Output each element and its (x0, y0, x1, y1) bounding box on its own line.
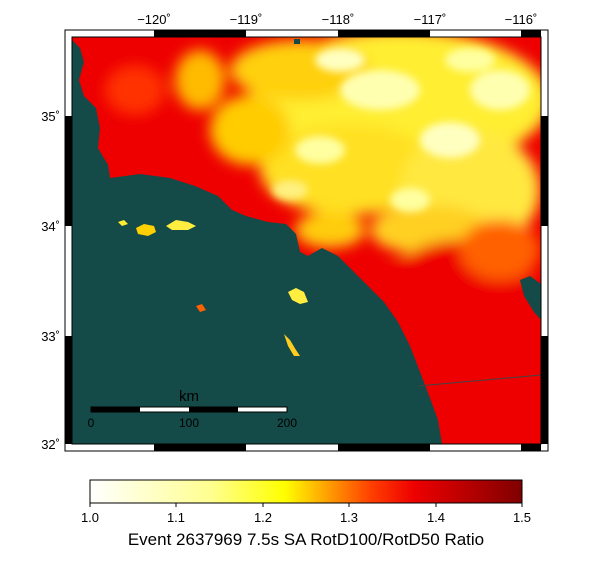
colorbar-tick: 1.2 (254, 510, 272, 525)
scale-label: 0 (88, 416, 95, 430)
lat-tick-label: 34˚ (41, 219, 60, 234)
colorbar-tick: 1.1 (167, 510, 185, 525)
colorbar-tick: 1.0 (81, 510, 99, 525)
lat-tick-label: 32˚ (41, 437, 60, 452)
ratio-map (72, 30, 550, 444)
colorbar-gradient (90, 480, 522, 503)
colorbar-tick: 1.5 (513, 510, 531, 525)
lat-tick-labels: 35˚ 34˚ 33˚ 32˚ (41, 109, 60, 452)
lat-tick-label: 35˚ (41, 109, 60, 124)
colorbar-tick: 1.4 (427, 510, 445, 525)
lat-tick-label: 33˚ (41, 329, 60, 344)
lon-tick-label: −117˚ (414, 12, 447, 27)
lon-tick-label: −118˚ (322, 12, 355, 27)
scale-label: 200 (277, 416, 297, 430)
lon-tick-label: −116˚ (505, 12, 538, 27)
lon-tick-label: −119˚ (230, 12, 263, 27)
lon-tick-labels: −120˚ −119˚ −118˚ −117˚ −116˚ (137, 12, 537, 27)
scale-unit: km (179, 388, 199, 405)
colorbar: 1.0 1.1 1.2 1.3 1.4 1.5 Event 2637969 7.… (81, 480, 531, 549)
colorbar-title: Event 2637969 7.5s SA RotD100/RotD50 Rat… (128, 530, 484, 549)
lon-tick-label: −120˚ (137, 12, 171, 27)
inland-lake (294, 39, 300, 44)
scale-label: 100 (179, 416, 199, 430)
colorbar-tick: 1.3 (340, 510, 358, 525)
